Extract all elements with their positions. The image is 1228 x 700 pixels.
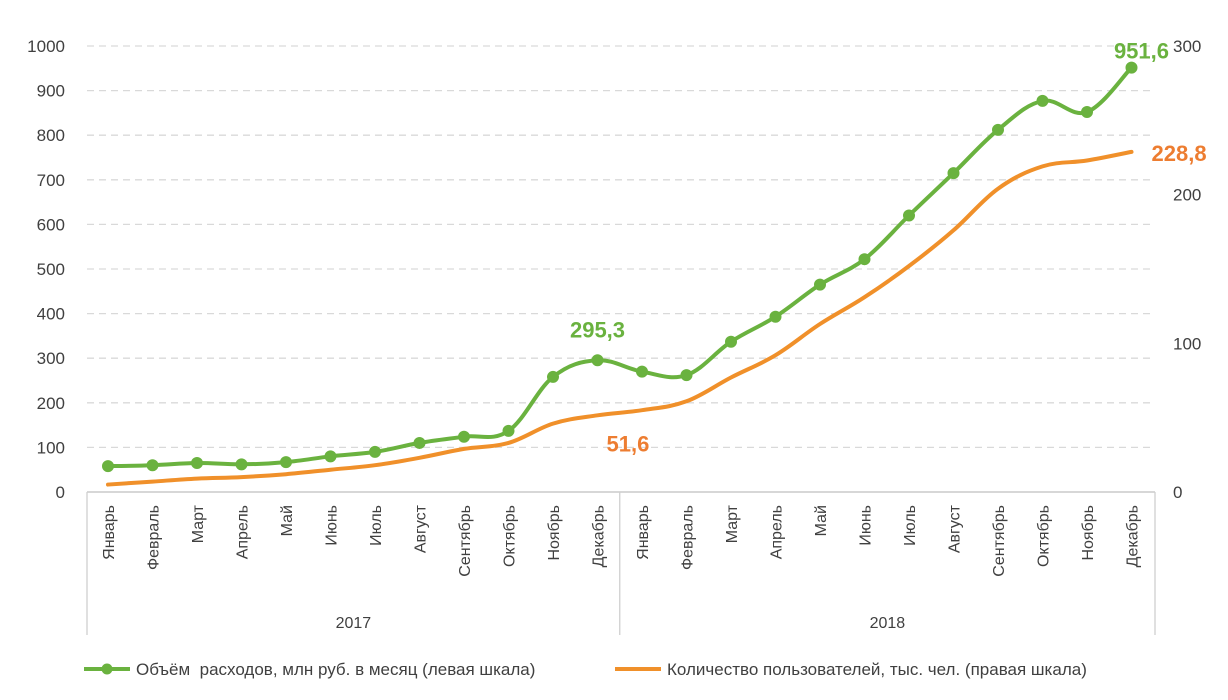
left-tick-label: 400 [37, 305, 65, 324]
expenses-point [324, 450, 337, 463]
left-tick-label: 500 [37, 260, 65, 279]
right-tick-label: 300 [1173, 37, 1201, 56]
legend-label-users: Количество пользователей, тыс. чел. (пра… [667, 660, 1087, 679]
x-axis: Январь Февраль Март Апрель Май Июнь Июль Август… [86, 491, 1156, 635]
month-label: Май [813, 505, 830, 536]
month-label: Февраль [680, 505, 697, 570]
left-tick-label: 800 [37, 126, 65, 145]
month-label: Январь [101, 505, 118, 560]
legend: Объём расходов, млн руб. в месяц (левая … [84, 660, 1087, 679]
expenses-point [858, 253, 871, 266]
month-label: Август [413, 504, 430, 553]
month-label: Июнь [324, 505, 341, 546]
right-tick-label: 100 [1173, 334, 1201, 353]
data-label: 295,3 [570, 317, 625, 342]
month-label: Июль [368, 505, 385, 546]
expenses-line [106, 65, 1134, 469]
expenses-point [903, 209, 915, 222]
month-label: Сентябрь [991, 505, 1008, 577]
data-label: 228,8 [1152, 141, 1207, 166]
left-tick-label: 600 [37, 215, 65, 234]
expenses-point [1036, 94, 1049, 107]
expenses-point [680, 369, 693, 382]
expenses-point [146, 459, 159, 472]
expenses-point [769, 310, 782, 323]
month-label: Февраль [146, 505, 163, 570]
expenses-point [814, 278, 826, 291]
expenses-point [1125, 61, 1138, 74]
month-label: Октябрь [1036, 505, 1053, 567]
left-tick-label: 300 [37, 349, 65, 368]
expenses-point [1081, 106, 1093, 119]
left-tick-label: 100 [37, 438, 65, 457]
expenses-point [947, 167, 960, 180]
month-label: Май [279, 505, 296, 536]
data-label: 951,6 [1114, 39, 1169, 64]
expenses-point [547, 370, 559, 383]
year-label: 2018 [870, 615, 906, 632]
month-label: Сентябрь [457, 505, 474, 577]
month-label: Ноябрь [1080, 505, 1097, 561]
expenses-point [502, 424, 515, 437]
year-label: 2017 [336, 615, 372, 632]
month-label: Ноябрь [546, 505, 563, 561]
left-tick-label: 900 [37, 82, 65, 101]
expenses-point [636, 365, 648, 378]
right-tick-label: 200 [1173, 186, 1201, 205]
left-axis: 0 100 200 300 400 500 600 700 800 900 1000 [27, 37, 65, 502]
expenses-point [369, 445, 381, 458]
expenses-point [235, 458, 248, 471]
expenses-point [458, 430, 470, 443]
month-label: Январь [635, 505, 652, 560]
month-label: Март [724, 504, 741, 543]
right-tick-label: 0 [1173, 483, 1182, 502]
month-label: Апрель [235, 505, 252, 559]
expenses-point [102, 460, 114, 473]
data-label: 51,6 [607, 431, 650, 456]
month-label: Октябрь [502, 505, 519, 567]
left-tick-label: 1000 [27, 37, 65, 56]
month-label: Апрель [769, 505, 786, 559]
legend-marker-expenses [101, 663, 113, 675]
left-tick-label: 200 [37, 394, 65, 413]
plot-area [102, 61, 1138, 487]
expenses-point [725, 335, 737, 348]
expenses-point [591, 354, 604, 367]
month-label: Декабрь [591, 505, 608, 567]
users-line [106, 149, 1134, 487]
expenses-point [191, 457, 203, 470]
right-axis: 0 100 200 300 [1173, 37, 1201, 502]
expenses-point [280, 456, 292, 469]
data-labels: 295,3 951,6 51,6 228,8 [570, 39, 1207, 457]
month-label: Июль [902, 505, 919, 546]
legend-label-expenses: Объём расходов, млн руб. в месяц (левая … [136, 660, 535, 679]
expenses-point [413, 436, 426, 449]
gridlines [87, 45, 1155, 449]
month-label: Июнь [858, 505, 875, 546]
expenses-point [992, 123, 1004, 136]
left-tick-label: 0 [56, 483, 65, 502]
month-label: Август [947, 504, 964, 553]
month-label: Март [190, 504, 207, 543]
left-tick-label: 700 [37, 171, 65, 190]
month-label: Декабрь [1125, 505, 1142, 567]
